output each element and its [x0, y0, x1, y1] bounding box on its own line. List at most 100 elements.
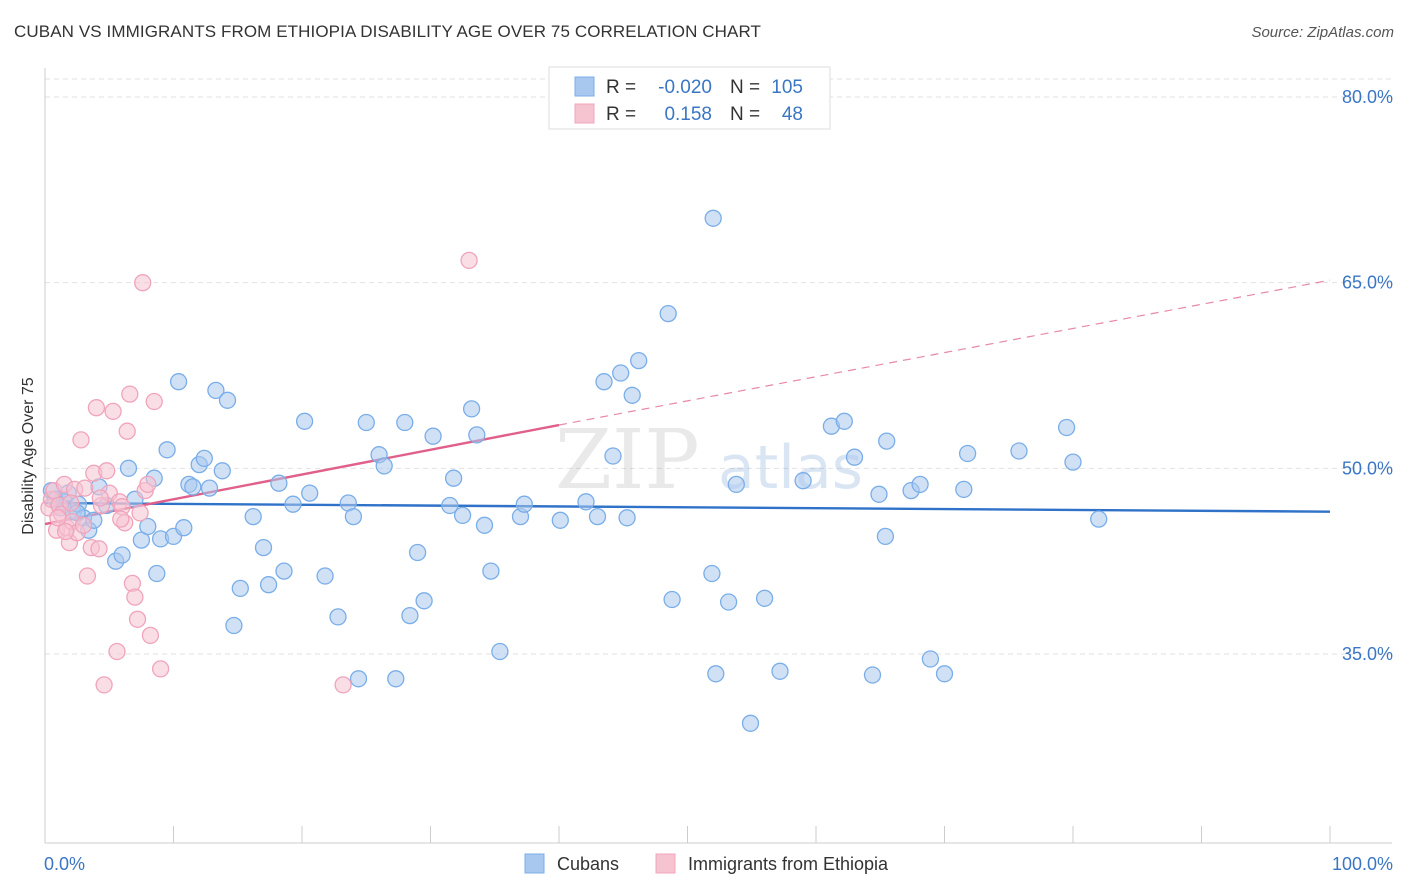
point-cubans-13: [113, 546, 131, 564]
legend-swatch-cubans-bottom: [524, 853, 545, 874]
point-ethiopia-34: [134, 274, 152, 292]
legend-r-label-2: R =: [606, 104, 636, 125]
point-cubans-62: [475, 516, 494, 534]
point-cubans-75: [630, 351, 648, 370]
point-cubans-97: [935, 665, 954, 683]
point-ethiopia-24: [108, 642, 126, 661]
point-ethiopia-38: [145, 392, 163, 411]
point-cubans-26: [184, 478, 202, 496]
point-cubans-35: [244, 507, 262, 526]
trend-line-ethiopia-projection: [558, 279, 1331, 426]
point-ethiopia-40: [112, 510, 130, 528]
point-cubans-43: [316, 567, 334, 585]
point-ethiopia-45: [334, 676, 352, 694]
data-points: [40, 209, 1108, 732]
point-cubans-92: [876, 527, 895, 546]
point-cubans-99: [958, 444, 977, 463]
legend-n-label-1: N =: [730, 77, 760, 98]
point-ethiopia-43: [49, 509, 67, 527]
point-cubans-82: [727, 475, 745, 494]
point-ethiopia-29: [121, 385, 139, 403]
axes: [44, 68, 1392, 844]
point-cubans-101: [1057, 418, 1076, 437]
point-cubans-46: [344, 507, 363, 526]
point-cubans-79: [703, 564, 721, 583]
y-tick-label-1: 65.0%: [1342, 273, 1393, 293]
point-cubans-78: [704, 209, 722, 227]
point-cubans-54: [408, 543, 427, 562]
point-cubans-72: [612, 364, 630, 382]
point-ethiopia-37: [141, 626, 160, 645]
point-ethiopia-36: [139, 475, 157, 494]
point-cubans-98: [955, 480, 973, 499]
point-cubans-56: [424, 427, 442, 445]
legend-r-value-2: 0.158: [664, 104, 712, 125]
point-cubans-41: [295, 412, 314, 430]
legend-r-value-1: -0.020: [658, 77, 712, 98]
y-tick-label-3: 35.0%: [1342, 644, 1393, 664]
point-cubans-70: [595, 373, 613, 391]
trend-line-cubans: [44, 501, 1331, 513]
x-tick-label-1: 100.0%: [1332, 854, 1393, 874]
point-cubans-21: [158, 441, 176, 459]
grid-lines: [45, 78, 1392, 655]
point-cubans-71: [604, 447, 622, 465]
point-cubans-81: [719, 593, 738, 611]
point-cubans-91: [870, 485, 888, 503]
point-cubans-73: [618, 509, 636, 527]
point-cubans-14: [119, 459, 138, 477]
point-cubans-61: [468, 426, 486, 444]
point-cubans-59: [453, 506, 472, 525]
point-ethiopia-21: [98, 462, 116, 480]
point-cubans-17: [139, 517, 157, 536]
point-cubans-77: [659, 304, 677, 323]
point-ethiopia-14: [78, 567, 97, 585]
point-cubans-42: [301, 484, 319, 502]
point-ethiopia-23: [104, 402, 122, 421]
point-ethiopia-31: [126, 588, 144, 606]
x-tick-labels: 0.0% 100.0%: [44, 854, 1393, 874]
legend-swatch-cubans: [574, 76, 595, 97]
watermark: ZIP atlas: [555, 413, 863, 508]
point-cubans-103: [1090, 510, 1108, 528]
point-cubans-55: [415, 592, 433, 610]
point-ethiopia-12: [72, 431, 90, 449]
point-cubans-100: [1010, 442, 1028, 460]
legend-label-cubans: Cubans: [557, 854, 619, 874]
legend-n-value-2: 48: [782, 104, 803, 125]
point-ethiopia-46: [460, 251, 478, 270]
point-cubans-58: [444, 469, 463, 487]
point-cubans-93: [878, 432, 896, 450]
point-cubans-29: [200, 479, 219, 497]
point-cubans-63: [482, 562, 500, 580]
watermark-atlas: atlas: [718, 433, 863, 503]
watermark-zip: ZIP: [555, 413, 700, 508]
point-ethiopia-39: [151, 660, 170, 678]
point-cubans-85: [771, 662, 789, 680]
point-ethiopia-33: [131, 504, 149, 522]
point-cubans-44: [329, 608, 347, 626]
point-cubans-39: [275, 562, 293, 580]
point-cubans-68: [577, 493, 595, 511]
point-cubans-60: [462, 400, 481, 418]
point-cubans-67: [551, 511, 569, 529]
point-cubans-40: [284, 495, 302, 513]
point-cubans-69: [588, 507, 607, 526]
point-cubans-66: [515, 495, 533, 513]
point-cubans-47: [349, 670, 368, 688]
point-cubans-83: [741, 714, 760, 732]
chart-title: CUBAN VS IMMIGRANTS FROM ETHIOPIA DISABI…: [14, 22, 762, 41]
point-ethiopia-42: [62, 494, 80, 512]
point-cubans-23: [169, 373, 188, 391]
y-tick-label-2: 50.0%: [1342, 458, 1393, 478]
point-cubans-86: [794, 472, 812, 490]
point-cubans-19: [148, 564, 166, 583]
x-tick-label-0: 0.0%: [44, 854, 85, 874]
point-cubans-30: [207, 381, 225, 400]
point-cubans-33: [225, 616, 243, 635]
point-cubans-89: [845, 448, 864, 466]
point-cubans-102: [1064, 453, 1082, 471]
point-cubans-24: [175, 519, 193, 537]
point-cubans-57: [441, 496, 459, 515]
point-ethiopia-44: [56, 522, 75, 541]
